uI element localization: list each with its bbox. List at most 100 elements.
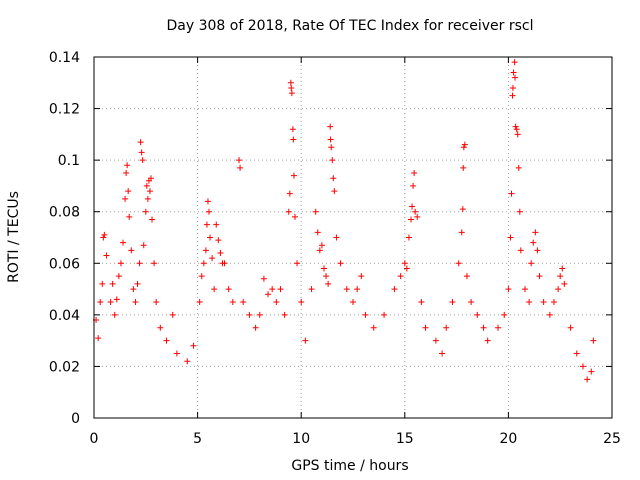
x-tick-label: 25	[603, 431, 621, 447]
data-point	[173, 350, 180, 357]
y-tick-label: 0.08	[49, 205, 80, 221]
data-point	[143, 182, 150, 189]
data-point	[540, 298, 547, 305]
data-point	[528, 260, 535, 267]
data-point	[130, 286, 137, 293]
data-point	[265, 291, 272, 298]
data-point	[290, 172, 297, 179]
data-point	[163, 337, 170, 344]
data-point	[414, 213, 421, 220]
data-point	[461, 141, 468, 148]
data-point	[290, 136, 297, 143]
data-point	[514, 131, 521, 138]
data-point	[151, 260, 158, 267]
data-point	[269, 286, 276, 293]
data-point	[99, 280, 106, 287]
data-point	[509, 84, 516, 91]
data-point	[455, 260, 462, 267]
data-point	[358, 273, 365, 280]
data-point	[204, 198, 211, 205]
grid-lines	[94, 57, 612, 418]
data-point	[207, 234, 214, 241]
data-point	[432, 337, 439, 344]
data-point	[409, 203, 416, 210]
data-point	[196, 298, 203, 305]
data-point	[327, 136, 334, 143]
data-point	[526, 298, 533, 305]
y-tick-label: 0.04	[49, 308, 80, 324]
data-point	[579, 363, 586, 370]
data-point	[111, 311, 118, 318]
data-point	[240, 298, 247, 305]
data-point	[588, 368, 595, 375]
data-point	[328, 144, 335, 151]
data-point	[256, 311, 263, 318]
data-point	[125, 188, 132, 195]
data-point	[557, 273, 564, 280]
data-point	[198, 273, 205, 280]
data-point	[285, 208, 292, 215]
data-point	[123, 170, 130, 177]
data-point	[443, 324, 450, 331]
data-point	[511, 59, 518, 66]
data-point	[521, 286, 528, 293]
data-point	[325, 280, 332, 287]
data-point	[536, 273, 543, 280]
data-point	[343, 286, 350, 293]
data-point	[139, 157, 146, 164]
data-point	[288, 84, 295, 91]
data-point	[410, 182, 417, 189]
data-point	[316, 247, 323, 254]
data-point	[97, 298, 104, 305]
data-point	[126, 213, 133, 220]
data-point	[149, 216, 156, 223]
data-point	[140, 242, 147, 249]
data-point	[555, 286, 562, 293]
data-point	[136, 260, 143, 267]
data-point	[534, 247, 541, 254]
data-point	[418, 298, 425, 305]
data-point	[146, 188, 153, 195]
y-tick-label: 0.12	[49, 102, 80, 118]
data-point	[411, 170, 418, 177]
y-tick-label: 0	[71, 411, 80, 427]
data-point	[294, 260, 301, 267]
data-point	[273, 298, 280, 305]
data-point	[474, 311, 481, 318]
data-point	[573, 350, 580, 357]
data-point	[459, 206, 466, 213]
data-point	[298, 298, 305, 305]
data-point	[237, 164, 244, 171]
data-point	[302, 337, 309, 344]
x-tick-label: 10	[292, 431, 310, 447]
data-point	[516, 208, 523, 215]
data-point	[215, 237, 222, 244]
data-point	[501, 311, 508, 318]
x-axis-label: GPS time / hours	[291, 458, 408, 474]
data-point	[546, 311, 553, 318]
data-point	[508, 190, 515, 197]
data-point	[137, 139, 144, 146]
data-point	[144, 195, 151, 202]
data-point	[460, 144, 467, 151]
data-point	[333, 234, 340, 241]
data-point	[157, 324, 164, 331]
data-point	[460, 164, 467, 171]
y-axis-label: ROTI / TECUs	[6, 191, 22, 283]
data-point	[561, 280, 568, 287]
data-point	[205, 208, 212, 215]
data-point	[468, 298, 475, 305]
data-point	[236, 157, 243, 164]
data-point	[211, 286, 218, 293]
data-point	[559, 265, 566, 272]
data-point	[289, 126, 296, 133]
data-point	[507, 234, 514, 241]
axis-ticks: 0 5 10 15 20 25 0 0.02 0.04 0.06 0.08 0.1 0.12 0.14	[49, 50, 621, 447]
data-point	[153, 298, 160, 305]
data-point	[120, 239, 127, 246]
data-point	[113, 296, 120, 303]
data-point	[495, 324, 502, 331]
data-point	[517, 247, 524, 254]
data-point	[401, 260, 408, 267]
